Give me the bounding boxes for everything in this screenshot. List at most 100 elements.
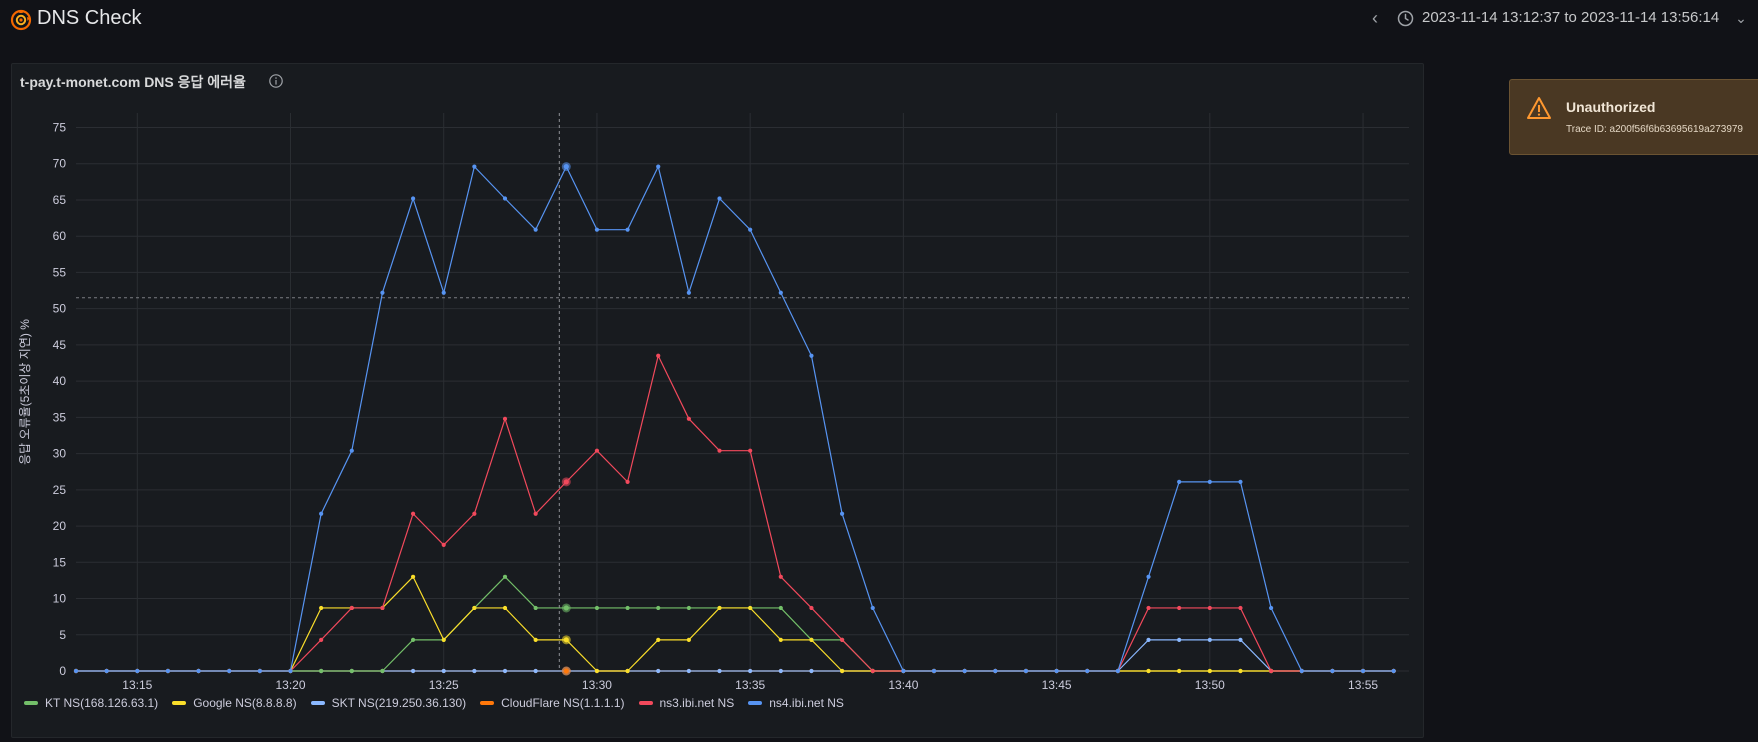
chart-legend: KT NS(168.126.63.1) Google NS(8.8.8.8) SKT… bbox=[24, 696, 858, 714]
data-point bbox=[1238, 479, 1243, 484]
data-point bbox=[533, 511, 538, 516]
y-tick-label: 5 bbox=[59, 628, 66, 642]
data-point bbox=[410, 574, 416, 579]
data-point bbox=[809, 637, 814, 642]
hover-point-core bbox=[563, 164, 569, 170]
data-point bbox=[594, 605, 600, 611]
legend-label: KT NS(168.126.63.1) bbox=[45, 696, 159, 710]
data-point bbox=[1238, 637, 1243, 642]
data-point bbox=[441, 290, 446, 295]
top-bar: DNS Check ‹ 2023-11-14 13:12:37 to 2023-… bbox=[0, 0, 1758, 40]
data-point bbox=[502, 416, 508, 421]
data-point bbox=[717, 196, 722, 201]
y-tick-label: 25 bbox=[53, 483, 67, 497]
data-point bbox=[227, 668, 232, 674]
info-icon[interactable] bbox=[268, 73, 284, 89]
panel-title[interactable]: t-pay.t-monet.com DNS 응답 에러율 bbox=[20, 74, 246, 90]
data-point bbox=[778, 668, 783, 674]
data-point bbox=[594, 668, 600, 674]
data-point bbox=[1054, 668, 1059, 674]
time-range-picker[interactable]: 2023-11-14 13:12:37 to 2023-11-14 13:56:… bbox=[1422, 9, 1720, 26]
data-point bbox=[1207, 668, 1212, 674]
legend-swatch bbox=[638, 700, 653, 705]
legend-item[interactable]: CloudFlare NS(1.1.1.1) bbox=[480, 696, 625, 710]
data-point bbox=[809, 668, 814, 674]
data-point bbox=[839, 668, 845, 674]
error-toast[interactable]: Unauthorized Trace ID: a200f56f6b6369561… bbox=[1509, 79, 1758, 155]
data-point bbox=[380, 668, 385, 674]
data-point bbox=[870, 605, 875, 611]
y-tick-label: 20 bbox=[53, 519, 67, 533]
dashboard-title[interactable]: DNS Check bbox=[37, 7, 142, 29]
data-point bbox=[502, 668, 508, 674]
data-point bbox=[870, 668, 875, 674]
data-point bbox=[1391, 668, 1396, 674]
data-point bbox=[1238, 605, 1243, 611]
data-point bbox=[472, 164, 477, 169]
data-point bbox=[901, 668, 906, 674]
legend-item[interactable]: SKT NS(219.250.36.130) bbox=[310, 696, 466, 710]
data-point bbox=[1330, 668, 1335, 674]
data-point bbox=[1269, 605, 1274, 611]
data-point bbox=[319, 511, 324, 516]
data-point bbox=[778, 605, 783, 611]
data-point bbox=[656, 637, 661, 642]
data-point bbox=[748, 448, 753, 453]
chevron-down-icon[interactable]: ⌄ bbox=[1735, 10, 1747, 26]
series-line bbox=[76, 639, 1394, 672]
data-point bbox=[656, 668, 661, 674]
legend-label: ns3.ibi.net NS bbox=[659, 696, 735, 710]
data-point bbox=[319, 668, 324, 674]
data-point bbox=[1269, 668, 1274, 674]
data-point bbox=[993, 668, 998, 674]
hover-point-core bbox=[563, 479, 569, 485]
data-point bbox=[196, 668, 201, 674]
data-point bbox=[625, 668, 630, 674]
legend-swatch bbox=[24, 700, 38, 705]
y-tick-label: 60 bbox=[53, 229, 67, 243]
x-tick-label: 13:20 bbox=[275, 678, 305, 690]
hover-point-core bbox=[563, 637, 569, 643]
data-point bbox=[778, 290, 783, 295]
legend-label: Google NS(8.8.8.8) bbox=[193, 696, 297, 710]
data-point bbox=[533, 227, 538, 232]
data-point bbox=[748, 668, 753, 674]
x-tick-label: 13:25 bbox=[429, 678, 459, 690]
data-point bbox=[686, 290, 691, 295]
data-point bbox=[533, 668, 538, 674]
data-point bbox=[410, 668, 416, 674]
grafana-logo-icon[interactable] bbox=[10, 9, 32, 31]
data-point bbox=[686, 637, 691, 642]
series-lines bbox=[73, 164, 1396, 674]
legend-item[interactable]: ns4.ibi.net NS bbox=[748, 696, 844, 710]
y-tick-label: 0 bbox=[59, 664, 66, 678]
x-tick-label: 13:50 bbox=[1195, 678, 1225, 690]
x-tick-label: 13:55 bbox=[1348, 678, 1378, 690]
x-tick-label: 13:45 bbox=[1042, 678, 1072, 690]
time-series-chart[interactable]: 0 5 10 15 20 25 30 35 40 45 50 55 60 65 70 75 13:15 13:2… bbox=[12, 64, 1423, 690]
data-point bbox=[502, 196, 508, 201]
data-point bbox=[809, 605, 814, 611]
time-back-button[interactable]: ‹ bbox=[1372, 8, 1378, 28]
data-point bbox=[1238, 668, 1243, 674]
data-point bbox=[594, 227, 600, 232]
data-point bbox=[502, 574, 508, 579]
data-point bbox=[1360, 668, 1366, 674]
legend-item[interactable]: KT NS(168.126.63.1) bbox=[24, 696, 158, 710]
legend-item[interactable]: ns3.ibi.net NS bbox=[638, 696, 735, 710]
data-point bbox=[1207, 479, 1212, 484]
y-tick-label: 75 bbox=[53, 120, 67, 134]
data-point bbox=[1085, 668, 1090, 674]
legend-label: ns4.ibi.net NS bbox=[769, 696, 844, 710]
data-point bbox=[686, 416, 691, 421]
data-point bbox=[686, 605, 691, 611]
data-point bbox=[748, 605, 753, 611]
data-point bbox=[931, 668, 937, 674]
grid-lines bbox=[76, 113, 1409, 672]
x-tick-label: 13:40 bbox=[888, 678, 918, 690]
y-axis-labels: 0 5 10 15 20 25 30 35 40 45 50 55 60 65 70 75 bbox=[53, 120, 67, 678]
legend-item[interactable]: Google NS(8.8.8.8) bbox=[172, 696, 297, 710]
data-point bbox=[533, 637, 538, 642]
y-tick-label: 45 bbox=[53, 338, 67, 352]
clock-icon bbox=[1397, 10, 1414, 27]
